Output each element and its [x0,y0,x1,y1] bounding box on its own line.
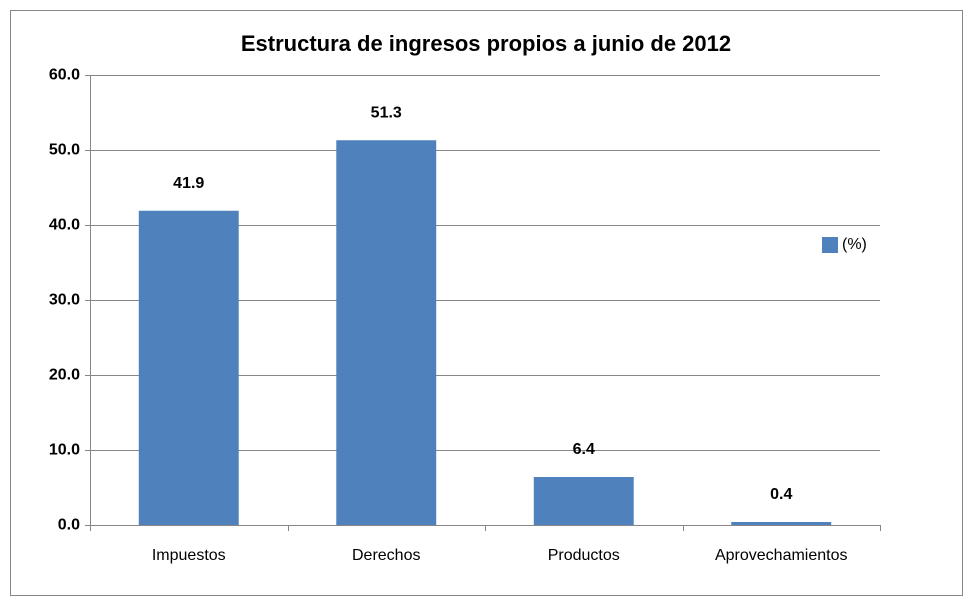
y-tick-label: 10.0 [49,442,80,459]
x-tick-label: Impuestos [152,547,226,564]
x-tick-label: Productos [548,547,620,564]
y-tick-label: 0.0 [58,517,80,534]
legend-label: (%) [842,236,867,253]
bar [336,140,437,525]
chart-title: Estructura de ingresos propios a junio d… [241,31,731,56]
data-label: 0.4 [770,486,792,503]
data-label: 51.3 [371,104,402,121]
y-tick-label: 30.0 [49,292,80,309]
x-tick-label: Derechos [352,547,420,564]
y-tick-label: 60.0 [49,67,80,84]
legend-swatch [822,237,838,253]
y-tick-label: 40.0 [49,217,80,234]
bar [731,522,832,525]
data-label: 41.9 [173,175,204,192]
y-tick-label: 20.0 [49,367,80,384]
x-tick-label: Aprovechamientos [715,547,848,564]
data-label: 6.4 [573,441,595,458]
bar [138,210,239,525]
y-tick-label: 50.0 [49,142,80,159]
bar [533,477,634,525]
